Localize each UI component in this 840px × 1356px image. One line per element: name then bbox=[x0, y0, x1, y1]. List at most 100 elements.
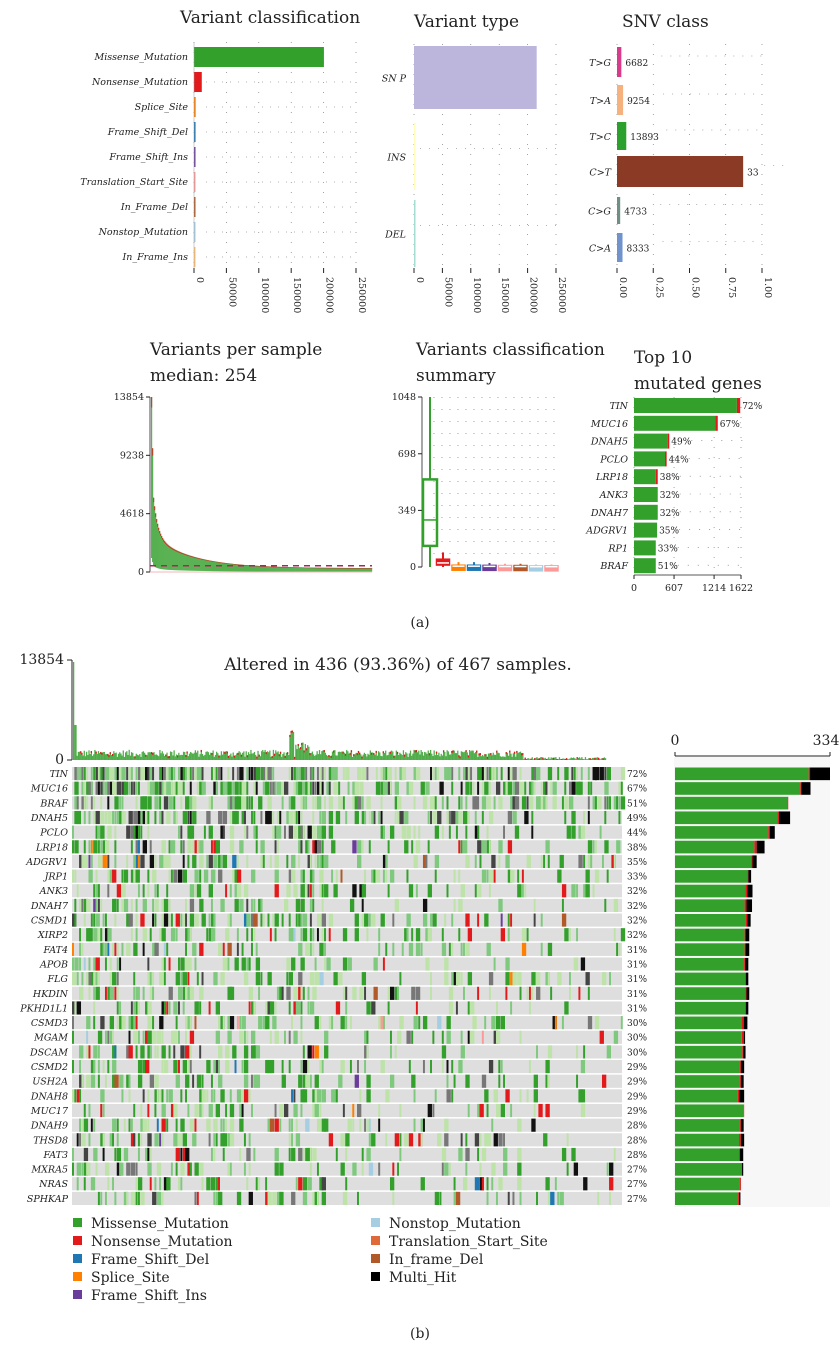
onco-cell bbox=[550, 986, 553, 1000]
onco-sample-bar bbox=[400, 753, 402, 760]
onco-cell bbox=[225, 1103, 228, 1118]
onco-cell bbox=[321, 1118, 326, 1132]
onco-cell bbox=[265, 1016, 270, 1030]
onco-cell bbox=[543, 1133, 548, 1147]
onco-sample-bar-nonsense bbox=[303, 750, 305, 753]
onco-cell bbox=[220, 825, 225, 839]
onco-cell bbox=[227, 767, 230, 781]
onco-cell bbox=[262, 767, 268, 781]
onco-cell bbox=[95, 1045, 98, 1059]
onco-cell bbox=[368, 1162, 374, 1176]
onco-sample-bar bbox=[569, 758, 571, 760]
onco-cell bbox=[116, 972, 119, 986]
onco-cell bbox=[112, 1045, 117, 1059]
vps-bar bbox=[273, 566, 275, 572]
vps-bar-nonsense bbox=[154, 506, 156, 511]
onco-cell bbox=[503, 781, 508, 795]
vps-bar bbox=[320, 567, 322, 572]
vps-bar-nonsense bbox=[292, 567, 294, 568]
onco-sample-bar bbox=[142, 751, 145, 760]
onco-cell bbox=[319, 869, 324, 883]
onco-cell bbox=[137, 840, 140, 854]
onco-cell bbox=[345, 1177, 348, 1191]
onco-cell bbox=[293, 825, 298, 839]
onco-cell bbox=[302, 1147, 305, 1162]
onco-sample-bar bbox=[334, 750, 336, 760]
onco-cell bbox=[246, 781, 249, 795]
onco-cell bbox=[100, 1191, 103, 1205]
vps-bar bbox=[325, 567, 327, 572]
onco-cell bbox=[432, 1030, 435, 1044]
onco-cell bbox=[248, 1191, 253, 1205]
onco-cell bbox=[149, 972, 152, 986]
onco-sample-bar bbox=[169, 751, 172, 760]
onco-cell bbox=[95, 898, 98, 912]
onco-sample-bar-nonsense bbox=[505, 752, 507, 755]
onco-cell bbox=[248, 1133, 251, 1147]
vc-bar bbox=[194, 122, 196, 142]
onco-cell bbox=[194, 869, 199, 883]
onco-side-bar-missense bbox=[675, 1177, 740, 1191]
onco-cell bbox=[97, 840, 100, 854]
onco-cell bbox=[166, 854, 171, 869]
onco-sample-bar-nonsense bbox=[218, 755, 220, 758]
onco-cell bbox=[95, 986, 100, 1000]
onco-sample-bar bbox=[278, 754, 280, 760]
onco-cell bbox=[371, 1001, 376, 1015]
onco-sample-bar bbox=[129, 755, 132, 760]
onco-cell bbox=[74, 840, 79, 854]
onco-side-bar-multihit bbox=[746, 899, 753, 912]
onco-cell bbox=[79, 898, 84, 912]
onco-sample-bar bbox=[370, 752, 373, 760]
onco-cell bbox=[177, 986, 183, 1000]
onco-cell bbox=[298, 854, 301, 869]
vps-bar bbox=[213, 561, 215, 572]
onco-cell bbox=[109, 1016, 114, 1030]
vps-bar-nonsense bbox=[318, 567, 320, 569]
onco-side-bar-missense bbox=[675, 1192, 739, 1205]
onco-cell bbox=[83, 1177, 86, 1191]
onco-cell bbox=[260, 972, 263, 986]
onco-cell bbox=[152, 1191, 157, 1205]
vps-bar-nonsense bbox=[234, 564, 236, 565]
onco-cell bbox=[427, 928, 432, 942]
onco-cell bbox=[302, 1089, 308, 1103]
vps-bar bbox=[157, 523, 159, 569]
onco-cell bbox=[222, 1147, 225, 1162]
onco-cell bbox=[324, 1030, 329, 1044]
vps-bar bbox=[257, 565, 259, 572]
onco-cell bbox=[571, 1147, 576, 1162]
onco-sample-bar bbox=[461, 751, 464, 760]
vps-bar bbox=[218, 562, 220, 572]
onco-cell bbox=[135, 810, 140, 825]
onco-cell bbox=[505, 854, 510, 869]
onco-cell bbox=[128, 913, 133, 927]
onco-cell bbox=[112, 972, 117, 986]
onco-cell bbox=[206, 810, 211, 825]
onco-cell bbox=[455, 972, 461, 986]
onco-cell bbox=[349, 898, 355, 912]
onco-side-bar-nonsense bbox=[745, 1001, 747, 1015]
onco-cell bbox=[293, 884, 298, 898]
onco-cell bbox=[385, 1133, 388, 1147]
onco-cell bbox=[460, 796, 463, 810]
onco-cell bbox=[545, 840, 550, 854]
onco-side-bar-nonsense bbox=[742, 1045, 744, 1059]
onco-sample-bar bbox=[444, 752, 446, 760]
onco-cell bbox=[295, 1118, 298, 1132]
onco-cell bbox=[234, 796, 239, 810]
onco-cell bbox=[135, 913, 138, 927]
onco-cell bbox=[116, 767, 119, 781]
onco-cell bbox=[241, 810, 246, 825]
onco-cell bbox=[392, 1162, 395, 1176]
vps-bar bbox=[329, 567, 332, 572]
onco-cell bbox=[432, 767, 435, 781]
onco-cell bbox=[76, 796, 79, 810]
onco-sample-bar bbox=[425, 752, 427, 760]
onco-cell bbox=[192, 854, 197, 869]
onco-cell bbox=[477, 767, 482, 781]
onco-cell bbox=[507, 1191, 510, 1205]
onco-cell bbox=[375, 781, 381, 795]
onco-sample-bar bbox=[375, 750, 377, 760]
